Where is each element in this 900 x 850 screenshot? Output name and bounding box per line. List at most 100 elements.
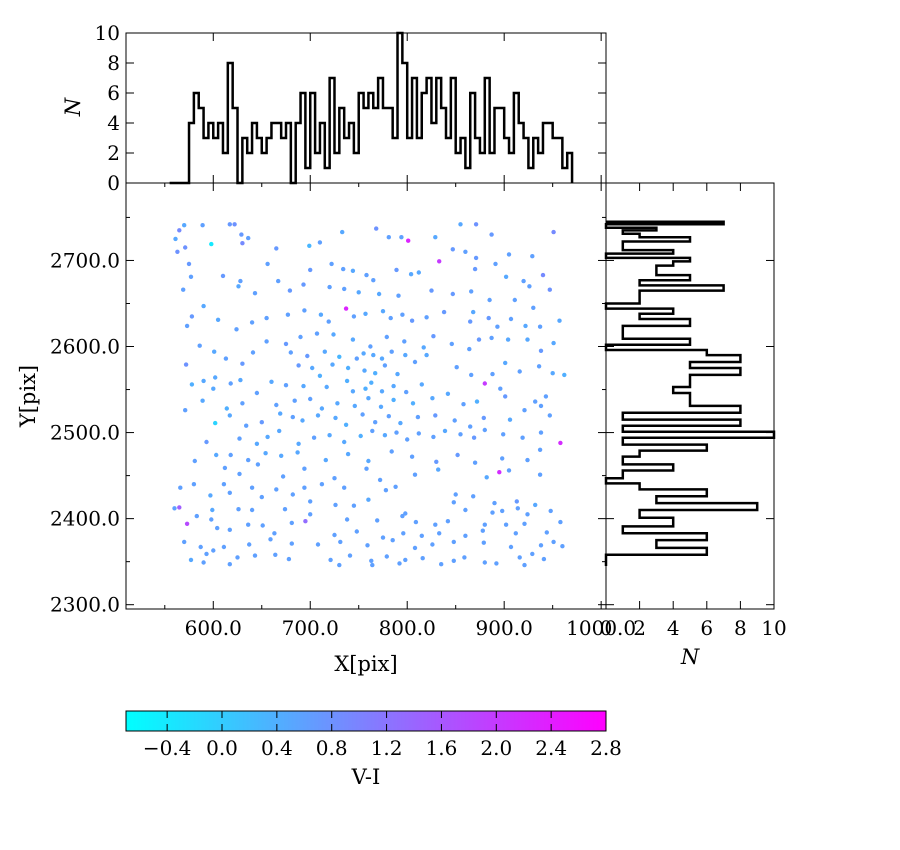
scatter-point bbox=[500, 508, 505, 514]
scatter-point bbox=[380, 309, 386, 314]
scatter-point bbox=[239, 232, 244, 237]
right-hist-x-tick-label: 0 bbox=[600, 616, 613, 640]
scatter-point bbox=[269, 379, 274, 384]
scatter-point bbox=[324, 384, 329, 390]
x-tick-label: 700.0 bbox=[282, 616, 339, 640]
right-hist-x-tick-label: 2 bbox=[633, 616, 646, 640]
scatter-point bbox=[268, 537, 273, 542]
scatter-point bbox=[379, 356, 385, 361]
x-tick-label: 600.0 bbox=[185, 616, 242, 640]
scatter-point bbox=[551, 340, 556, 346]
scatter-point bbox=[244, 423, 249, 428]
scatter-point bbox=[463, 533, 468, 538]
scatter-point bbox=[350, 337, 356, 342]
top-hist-y-tick-label: 0 bbox=[107, 171, 120, 195]
scatter-point bbox=[429, 288, 434, 293]
scatter-point bbox=[495, 324, 500, 329]
scatter-point bbox=[393, 484, 398, 489]
scatter-point bbox=[409, 454, 415, 459]
scatter-point bbox=[208, 493, 213, 498]
scatter-point bbox=[277, 428, 282, 434]
scatter-point bbox=[255, 462, 261, 467]
colorbar-tick-label: 1.2 bbox=[371, 736, 403, 760]
scatter-point bbox=[300, 418, 305, 423]
scatter-point bbox=[340, 229, 345, 235]
scatter-point bbox=[416, 270, 421, 275]
scatter-point bbox=[227, 222, 232, 227]
scatter-point bbox=[424, 352, 429, 358]
scatter-point bbox=[317, 373, 323, 378]
scatter-point bbox=[221, 544, 227, 550]
scatter-point bbox=[536, 364, 542, 369]
scatter-point bbox=[290, 492, 295, 497]
scatter-point bbox=[319, 406, 325, 411]
scatter-point bbox=[307, 243, 312, 248]
scatter-point bbox=[186, 261, 192, 267]
top-histogram: 0 2 4 6 8 10 N bbox=[61, 21, 607, 195]
scatter-point bbox=[430, 542, 435, 547]
scatter-point bbox=[273, 552, 278, 557]
scatter-point bbox=[333, 502, 338, 508]
scatter-point bbox=[525, 512, 530, 517]
scatter-point bbox=[405, 437, 410, 442]
scatter-point bbox=[254, 441, 260, 446]
scatter-point bbox=[522, 521, 527, 526]
scatter-point bbox=[246, 522, 251, 527]
y-tick-label: 2300.0 bbox=[50, 593, 120, 617]
scatter-point bbox=[436, 467, 441, 472]
scatter-point bbox=[521, 278, 526, 284]
colorbar-tick-label: 1.6 bbox=[426, 736, 458, 760]
scatter-point bbox=[172, 506, 177, 511]
scatter-point bbox=[538, 543, 544, 548]
scatter-point bbox=[227, 490, 232, 495]
scatter-point bbox=[376, 291, 382, 297]
scatter-point bbox=[420, 556, 425, 561]
scatter-point bbox=[183, 245, 188, 250]
y-tick-label: 2700.0 bbox=[50, 248, 120, 272]
scatter-point bbox=[222, 465, 228, 471]
scatter-point bbox=[351, 314, 357, 319]
colorbar-tick-label: −0.4 bbox=[143, 736, 192, 760]
scatter-point bbox=[471, 435, 477, 440]
scatter-point bbox=[484, 475, 489, 480]
scatter-point bbox=[433, 522, 438, 527]
scatter-point bbox=[505, 337, 511, 342]
scatter-point bbox=[503, 522, 509, 527]
right-hist-x-tick-label: 6 bbox=[700, 616, 713, 640]
scatter-point bbox=[538, 430, 544, 435]
scatter-point bbox=[260, 523, 265, 528]
scatter-point bbox=[264, 339, 269, 344]
scatter-point bbox=[419, 533, 424, 538]
scatter-point bbox=[283, 341, 289, 347]
scatter-point bbox=[326, 319, 331, 324]
scatter-point bbox=[240, 241, 245, 246]
scatter-point bbox=[370, 428, 375, 434]
scatter-point bbox=[453, 492, 458, 497]
scatter-point bbox=[469, 289, 474, 294]
scatter-point bbox=[408, 272, 414, 277]
scatter-point bbox=[343, 306, 349, 311]
scatter-point bbox=[541, 556, 547, 562]
scatter-point bbox=[274, 402, 279, 408]
scatter-point bbox=[445, 391, 451, 396]
scatter-point bbox=[522, 408, 527, 413]
scatter-point bbox=[394, 430, 399, 435]
scatter-point bbox=[412, 545, 418, 551]
scatter-point bbox=[481, 540, 486, 545]
scatter-point bbox=[530, 254, 535, 259]
scatter-point bbox=[305, 353, 310, 359]
scatter-point bbox=[311, 435, 317, 440]
scatter-point bbox=[360, 412, 365, 417]
scatter-point bbox=[181, 287, 186, 292]
scatter-point bbox=[410, 401, 416, 406]
scatter-point bbox=[449, 341, 454, 347]
colorbar: −0.4 0.0 0.4 0.8 1.2 1.6 2.0 2.4 2.8 V-I bbox=[125, 710, 622, 789]
scatter-point bbox=[493, 261, 498, 267]
scatter-point bbox=[398, 420, 403, 426]
scatter-point bbox=[400, 312, 405, 317]
scatter-point bbox=[463, 507, 468, 513]
scatter-point bbox=[508, 316, 514, 322]
scatter-point bbox=[249, 320, 255, 325]
scatter-point bbox=[533, 399, 538, 404]
